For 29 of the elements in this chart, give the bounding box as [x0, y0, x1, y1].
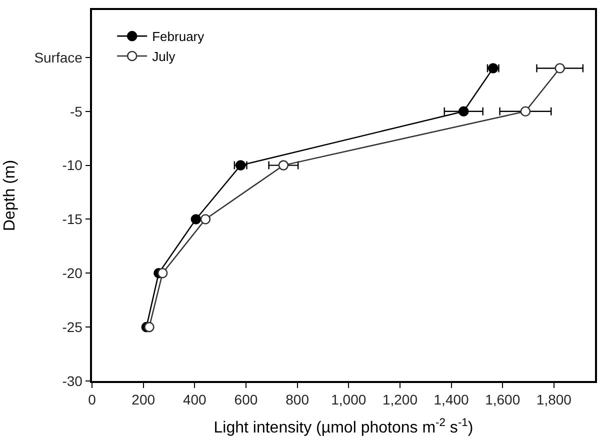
x-tick-label: 200 [132, 392, 156, 408]
y-tick-label: -10 [62, 157, 83, 174]
point [144, 322, 154, 332]
y-axis-title: Depth (m) [2, 160, 19, 232]
y-tick-label: -25 [62, 318, 83, 335]
x-tick-label: 1,000 [331, 392, 366, 408]
y-tick-label: Surface [34, 49, 83, 66]
y-tick-label: -20 [62, 265, 83, 282]
x-tick-label: 1,200 [382, 392, 418, 408]
y-tick-label: -5 [70, 103, 83, 120]
x-tick-label: 800 [286, 392, 310, 408]
legend-label: February [152, 29, 205, 44]
x-tick-label: 1,400 [434, 392, 470, 408]
x-tick-label: 1,800 [536, 392, 572, 408]
point [157, 268, 168, 278]
x-axis-title: Light intensity (µmol photons m$^{-2}$ s$^{-1}$) [214, 417, 474, 437]
x-tick-label: 600 [234, 392, 258, 408]
point [458, 106, 469, 117]
point [278, 160, 289, 170]
x-tick-label: 400 [182, 392, 207, 408]
point [554, 63, 565, 74]
y-tick-label: -30 [62, 372, 83, 389]
point [200, 214, 211, 224]
point [520, 106, 531, 117]
x-tick-label: 1,600 [485, 392, 520, 408]
legend-label: July [152, 49, 176, 64]
x-tick-label: 0 [88, 392, 96, 408]
point [190, 214, 202, 224]
y-tick-label: -15 [62, 211, 83, 228]
